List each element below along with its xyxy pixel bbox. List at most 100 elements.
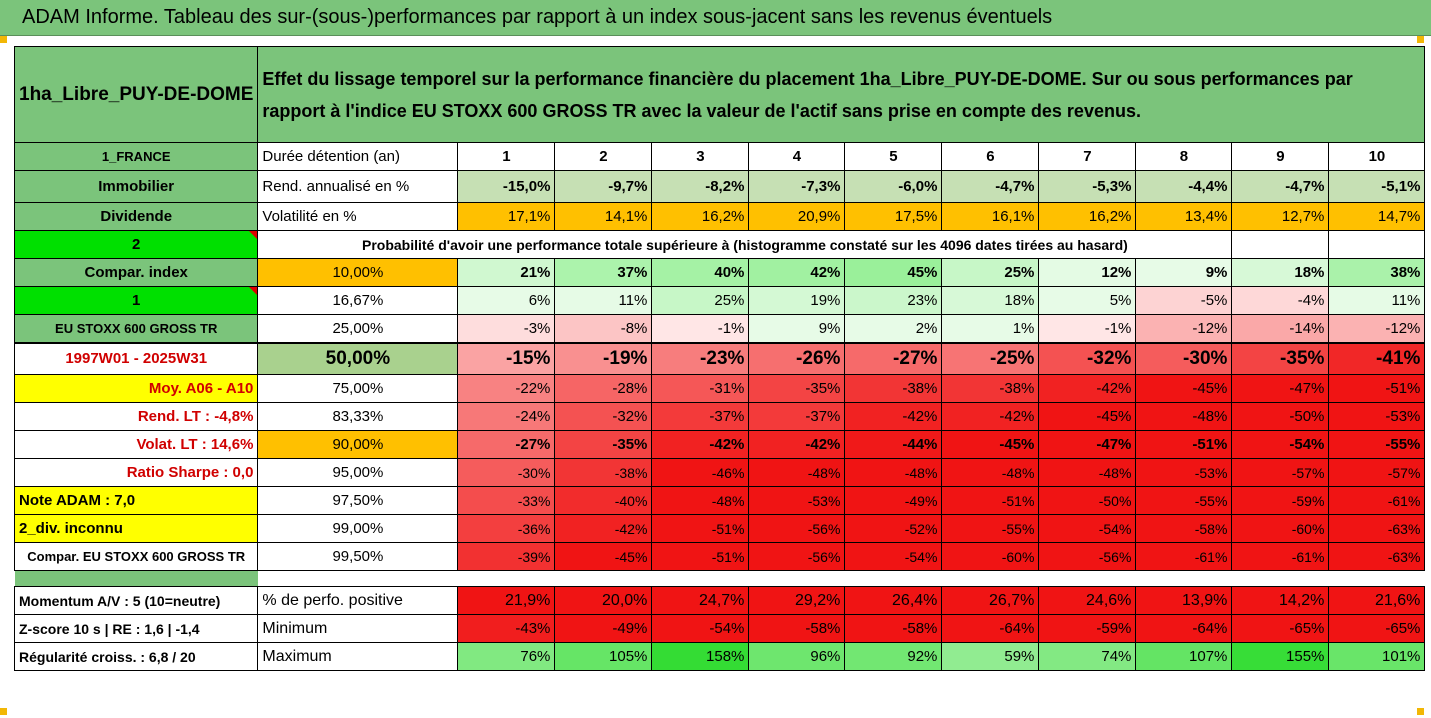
side-label: Compar. index: [13, 258, 259, 287]
side-label: Note ADAM : 7,0: [13, 486, 259, 515]
quantile-value: -28%: [554, 374, 653, 403]
summary-value: 155%: [1231, 642, 1330, 671]
rend-value: -6,0%: [844, 170, 943, 203]
quantile-value: -12%: [1135, 314, 1233, 343]
quantile-label: 83,33%: [257, 402, 459, 431]
quantile-label: 50,00%: [257, 341, 459, 375]
gap-cell: [942, 571, 1039, 587]
summary-value: 92%: [844, 642, 943, 671]
country-label: 1_FRANCE: [13, 142, 259, 171]
quantile-value: 23%: [844, 286, 943, 315]
rend-value: -4,7%: [1231, 170, 1330, 203]
quantile-value: 6%: [457, 286, 556, 315]
section-number: 2: [13, 230, 259, 259]
quantile-value: 42%: [748, 258, 846, 287]
summary-value: 20,0%: [554, 586, 653, 615]
summary-value: 14,2%: [1231, 586, 1330, 615]
rend-value: -15,0%: [457, 170, 556, 203]
gap-cell: [749, 571, 845, 587]
quantile-label: 99,00%: [257, 514, 459, 543]
quantile-label: 99,50%: [257, 542, 459, 571]
probability-caption: Probabilité d'avoir une performance tota…: [257, 230, 1232, 259]
quantile-value: -56%: [748, 514, 846, 543]
gap-cell: [258, 571, 458, 587]
gap-green: [14, 570, 258, 587]
quantile-value: -38%: [941, 374, 1040, 403]
table-row: Compar. index 10,00% 21% 37% 40% 42% 45% 25% 12%…: [13, 258, 1426, 287]
quantile-value: -35%: [1231, 341, 1330, 375]
year-header: 5: [844, 142, 943, 171]
quantile-value: -50%: [1038, 486, 1137, 515]
quantile-value: -54%: [1231, 430, 1330, 459]
summary-value: -65%: [1328, 614, 1426, 643]
quantile-label: 16,67%: [257, 286, 459, 315]
quantile-value: -8%: [554, 314, 653, 343]
quantile-value: -61%: [1231, 542, 1330, 571]
quantile-value: 2%: [844, 314, 943, 343]
gap-cell: [1329, 571, 1425, 587]
summary-value: 26,4%: [844, 586, 943, 615]
quantile-value: -45%: [1038, 402, 1137, 431]
side-label: 1997W01 - 2025W31: [13, 341, 259, 375]
quantile-value: -14%: [1231, 314, 1330, 343]
summary-value: 105%: [554, 642, 653, 671]
quantile-value: -51%: [941, 486, 1040, 515]
side-label: Rend. LT : -4,8%: [13, 402, 259, 431]
table-row: [14, 570, 1425, 587]
quantile-value: 38%: [1328, 258, 1426, 287]
rend-label: Rend. annualisé en %: [257, 170, 459, 203]
quantile-value: 9%: [1135, 258, 1233, 287]
quantile-value: -45%: [1135, 374, 1233, 403]
year-header: 1: [457, 142, 556, 171]
asset-class-label: Immobilier: [13, 170, 259, 203]
volat-value: 20,9%: [748, 202, 846, 231]
quantile-value: -37%: [748, 402, 846, 431]
blank-cell: [1328, 230, 1426, 259]
volat-value: 14,1%: [554, 202, 653, 231]
quantile-value: -3%: [457, 314, 556, 343]
quantile-value: -42%: [1038, 374, 1137, 403]
quantile-label: 25,00%: [257, 314, 459, 343]
quantile-value: -57%: [1328, 458, 1426, 487]
quantile-value: 21%: [457, 258, 556, 287]
summary-side-label: Z-score 10 s | RE : 1,6 | -1,4: [13, 614, 259, 643]
table-row: Rend. LT : -4,8% 83,33% -24% -32% -37% -37% -4…: [13, 402, 1426, 431]
report-banner: ADAM Informe. Tableau des sur-(sous-)per…: [0, 0, 1431, 36]
quantile-value: -55%: [941, 514, 1040, 543]
quantile-value: -48%: [844, 458, 943, 487]
quantile-value: -30%: [1135, 341, 1233, 375]
quantile-value: -39%: [457, 542, 556, 571]
quantile-value: 25%: [941, 258, 1040, 287]
quantile-value: -55%: [1135, 486, 1233, 515]
quantile-value: -38%: [844, 374, 943, 403]
corner-marker: [1417, 708, 1424, 715]
summary-value: 96%: [748, 642, 846, 671]
summary-value: -43%: [457, 614, 556, 643]
quantile-value: 19%: [748, 286, 846, 315]
quantile-value: -30%: [457, 458, 556, 487]
table-row: Régularité croiss. : 6,8 / 20 Maximum 76% 1…: [13, 642, 1426, 671]
report-title: ADAM Informe. Tableau des sur-(sous-)per…: [22, 6, 1053, 28]
volat-value: 16,2%: [651, 202, 750, 231]
rend-value: -5,1%: [1328, 170, 1426, 203]
quantile-value: -31%: [651, 374, 750, 403]
quantile-value: -45%: [554, 542, 653, 571]
year-header: 4: [748, 142, 846, 171]
quantile-value: -1%: [1038, 314, 1137, 343]
summary-value: 76%: [457, 642, 556, 671]
quantile-value: -48%: [941, 458, 1040, 487]
quantile-value: -51%: [651, 542, 750, 571]
quantile-value: -42%: [651, 430, 750, 459]
year-header: 7: [1038, 142, 1137, 171]
side-label: Moy. A06 - A10: [13, 374, 259, 403]
summary-value: 107%: [1135, 642, 1233, 671]
quantile-value: -45%: [941, 430, 1040, 459]
quantile-value: -38%: [554, 458, 653, 487]
quantile-value: -36%: [457, 514, 556, 543]
quantile-value: -5%: [1135, 286, 1233, 315]
table-row: 2_div. inconnu 99,00% -36% -42% -51% -56% -52%…: [13, 514, 1426, 543]
table-row: Z-score 10 s | RE : 1,6 | -1,4 Minimum -43…: [13, 614, 1426, 643]
table-row: Moy. A06 - A10 75,00% -22% -28% -31% -35% -38%…: [13, 374, 1426, 403]
quantile-value: -63%: [1328, 542, 1426, 571]
quantile-value: -57%: [1231, 458, 1330, 487]
